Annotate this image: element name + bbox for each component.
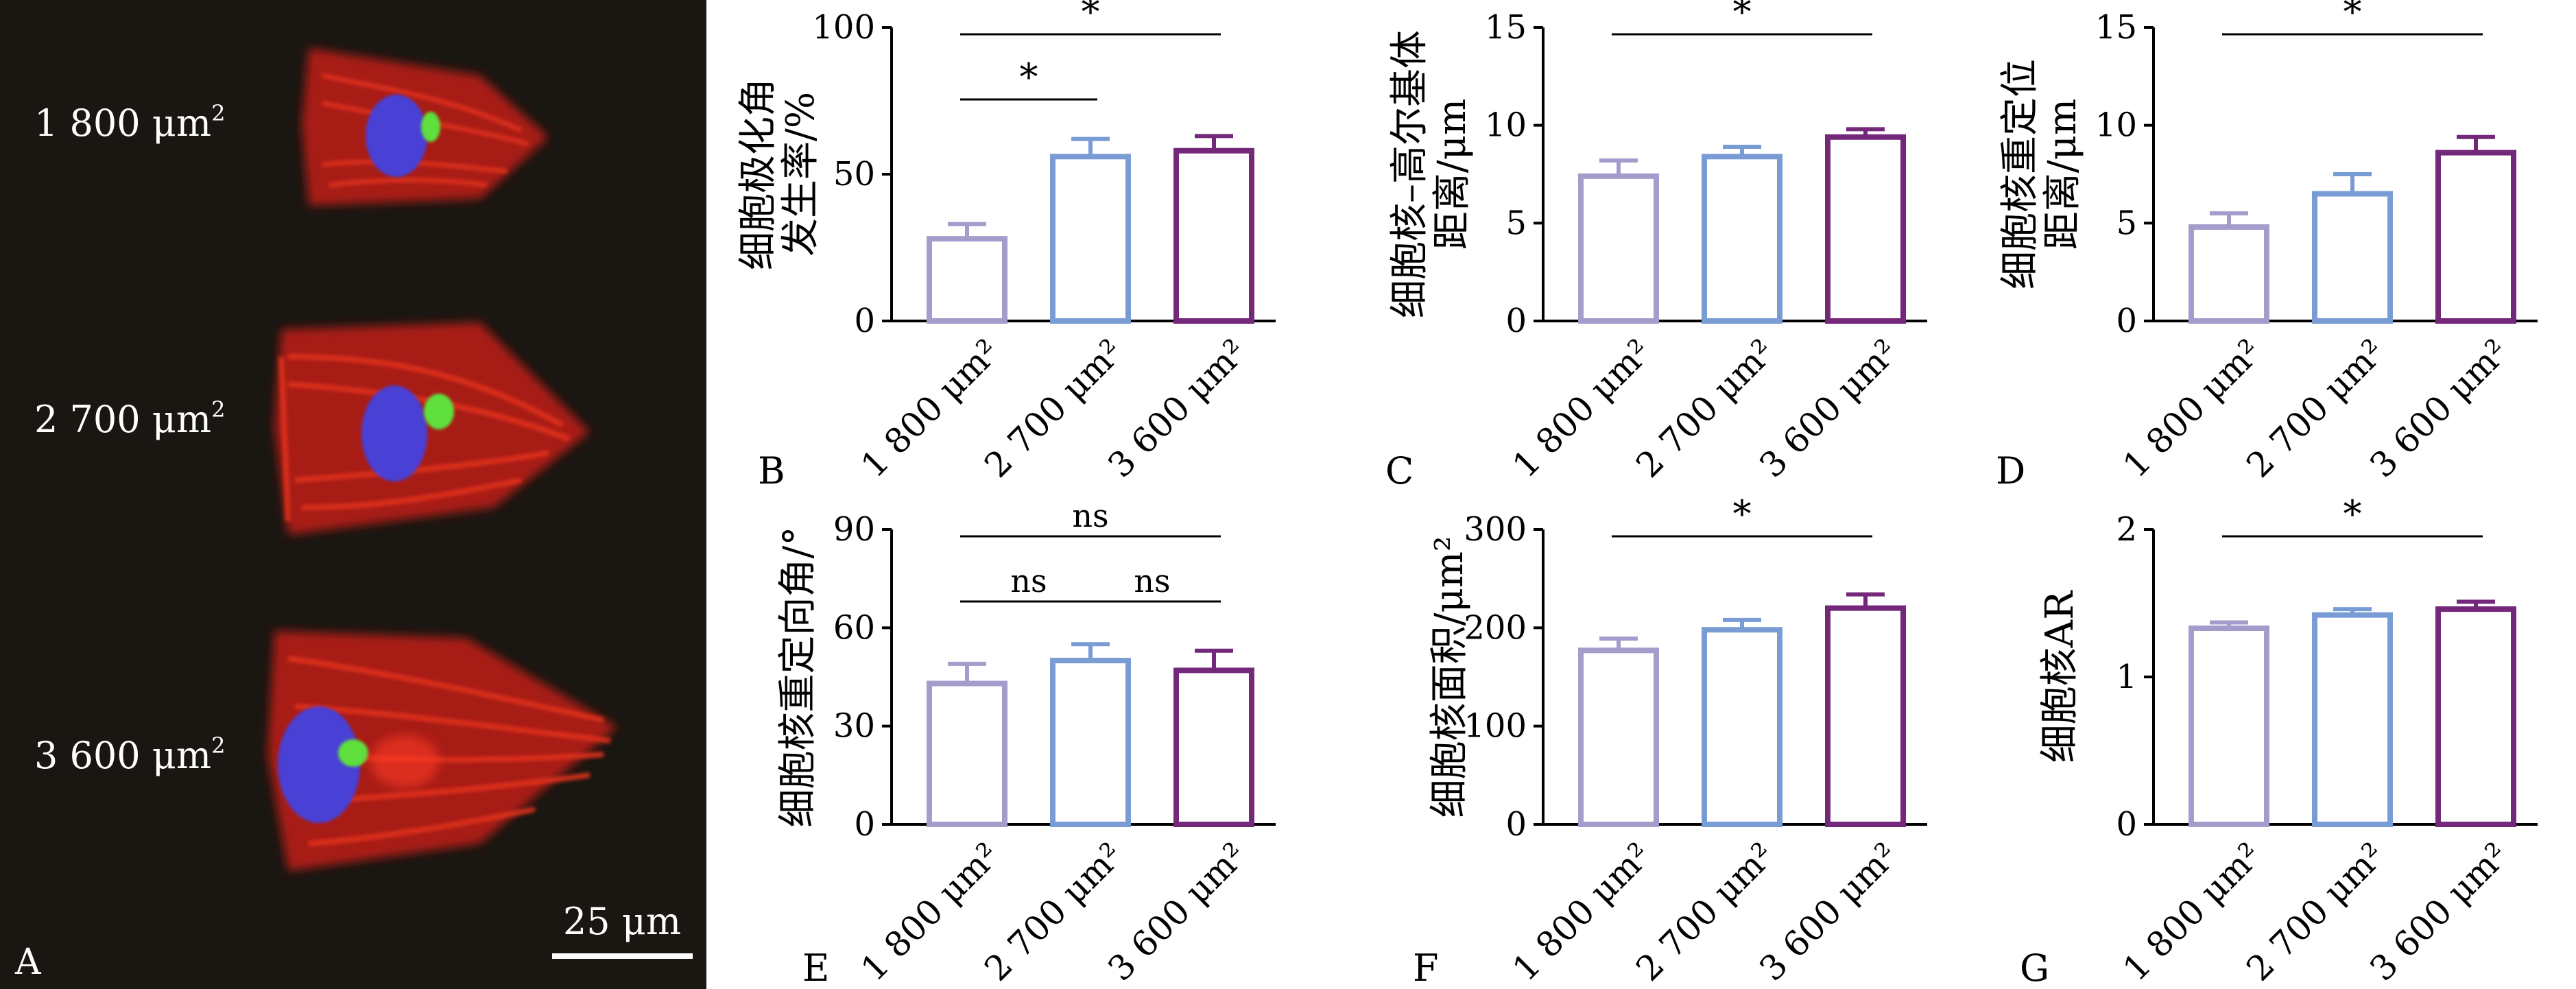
nucleus — [361, 385, 427, 481]
y-axis-label: 细胞核–高尔基体 — [1387, 30, 1432, 318]
bar-f-2 — [1825, 605, 1906, 828]
y-axis-label: 细胞核重定向角/° — [776, 527, 820, 828]
significance-label: * — [1733, 0, 1752, 34]
significance-label: ns — [1134, 562, 1170, 599]
y-tick-label: 10 — [1485, 106, 1527, 145]
y-tick-label: 0 — [1505, 805, 1527, 844]
bar-b-0 — [927, 236, 1007, 324]
scale-bar — [552, 953, 693, 959]
y-axis-label: 细胞核面积/μm² — [1427, 536, 1472, 818]
bar-d-0 — [2189, 224, 2269, 324]
y-tick-label: 0 — [854, 805, 875, 844]
y-axis-label: 发生率/% — [778, 92, 823, 257]
significance-label: * — [2344, 0, 2362, 34]
bar-d-1 — [2312, 191, 2393, 324]
y-tick-label: 300 — [1464, 510, 1527, 549]
panel-letter-g: G — [2020, 946, 2049, 989]
y-tick-label: 0 — [854, 302, 875, 340]
y-tick-label: 0 — [2116, 302, 2137, 340]
significance-label: ns — [1010, 562, 1047, 599]
bar-f-1 — [1702, 627, 1782, 827]
golgi — [421, 112, 440, 142]
panel-letter-a: A — [14, 942, 42, 983]
nucleus — [366, 95, 427, 177]
significance-label: * — [2344, 492, 2362, 536]
size-label-3600: 3 600 μm2 — [34, 732, 225, 777]
y-tick-label: 2 — [2116, 510, 2137, 549]
cell-image-2700 — [274, 322, 590, 535]
scale-bar-label: 25 μm — [563, 900, 681, 943]
y-tick-label: 100 — [1464, 707, 1527, 746]
panel-letter-f: F — [1413, 946, 1438, 989]
y-tick-label: 15 — [1485, 8, 1527, 47]
y-tick-label: 1 — [2116, 658, 2137, 696]
y-axis-label: 细胞极化角 — [736, 78, 780, 270]
nucleus — [278, 706, 360, 823]
cell-image-1800 — [302, 48, 549, 206]
y-tick-label: 5 — [1505, 204, 1527, 242]
y-tick-label: 50 — [833, 155, 875, 193]
y-tick-label: 100 — [812, 8, 875, 47]
significance-label: ns — [1072, 497, 1108, 534]
panel-a-micrographs: 1 800 μm2 2 700 μm2 3 600 μm2 25 μm A — [0, 0, 706, 989]
y-tick-label: 30 — [833, 707, 875, 746]
y-tick-label: 0 — [1505, 302, 1527, 340]
y-axis-label: 细胞核重定位 — [1998, 59, 2042, 289]
size-label-1800: 1 800 μm2 — [34, 100, 225, 145]
panel-letter-e: E — [802, 946, 829, 989]
bar-f-0 — [1578, 647, 1659, 827]
bar-e-2 — [1173, 667, 1254, 828]
panel-letter-d: D — [1996, 449, 2025, 492]
bar-d-2 — [2435, 150, 2516, 324]
bar-g-2 — [2435, 606, 2516, 827]
panel-letter-b: B — [758, 449, 785, 492]
bar-c-0 — [1578, 173, 1659, 324]
y-tick-label: 90 — [833, 510, 875, 549]
significance-label: * — [1020, 56, 1038, 99]
y-tick-label: 200 — [1464, 608, 1527, 647]
size-label-2700: 2 700 μm2 — [34, 396, 225, 441]
significance-label: * — [1733, 492, 1752, 536]
bar-e-0 — [927, 680, 1007, 827]
y-axis-label: 距离/μm — [2040, 99, 2085, 250]
golgi — [338, 739, 368, 767]
bar-g-0 — [2189, 625, 2269, 827]
bar-g-1 — [2312, 612, 2393, 827]
bar-e-1 — [1050, 658, 1131, 827]
y-tick-label: 15 — [2095, 8, 2137, 47]
y-tick-label: 60 — [833, 608, 875, 647]
bar-b-1 — [1050, 154, 1131, 324]
cell-image-3600 — [267, 631, 617, 871]
bar-b-2 — [1173, 147, 1254, 324]
y-axis-label: 距离/μm — [1430, 99, 1475, 250]
y-axis-label: 细胞核AR — [2038, 590, 2082, 763]
golgi — [424, 394, 454, 429]
significance-label: * — [1082, 0, 1100, 34]
y-tick-label: 0 — [2116, 805, 2137, 844]
y-tick-label: 10 — [2095, 106, 2137, 145]
bar-c-2 — [1825, 134, 1906, 324]
bar-c-1 — [1702, 154, 1782, 324]
panel-letter-c: C — [1385, 449, 1414, 492]
y-tick-label: 5 — [2116, 204, 2137, 242]
